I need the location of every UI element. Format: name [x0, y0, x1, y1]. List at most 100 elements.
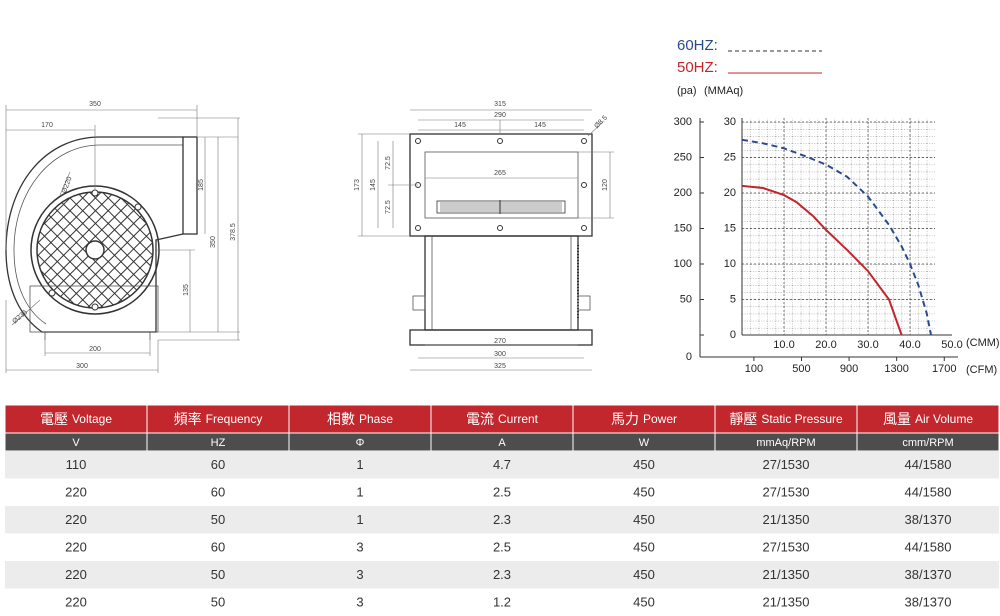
dimension-label: Ø8.5 [593, 114, 609, 130]
unit-text: HZ [211, 437, 226, 449]
x2-tick-label: 100 [745, 363, 763, 375]
y2-tick-label: 150 [674, 222, 692, 234]
cell-text: 60 [211, 485, 225, 500]
y-axis-label: (MMAq) [704, 85, 743, 97]
dimension-label: 145 [454, 122, 466, 129]
cell-text: 21/1350 [763, 512, 810, 527]
unit-text: W [639, 437, 650, 449]
cell-text: 1 [356, 512, 363, 527]
cell-text: 450 [633, 512, 655, 527]
x2-tick-label: 900 [840, 363, 858, 375]
unit-text: A [498, 437, 506, 449]
front-view-drawing: 315 290 145 145 Ø8.5 265 173 145 72.5 72… [354, 101, 614, 371]
dimension-label: 350 [89, 101, 101, 108]
header-cell [572, 404, 716, 434]
header-text: 靜壓 Static Pressure [729, 411, 843, 427]
cell-text: 2.3 [493, 567, 511, 582]
cell-text: 50 [211, 567, 225, 582]
header-en: Phase [359, 412, 393, 426]
cell-text: 2.5 [493, 540, 511, 555]
header-en: Frequency [206, 412, 263, 426]
dimension-label: 300 [494, 351, 506, 358]
cell-text: 21/1350 [763, 567, 810, 582]
cell-text: 1 [356, 457, 363, 472]
unit-text: mmAq/RPM [756, 437, 815, 449]
x-tick-label: 10.0 [773, 339, 794, 351]
y-tick-label: 5 [730, 293, 736, 305]
cell-text: 38/1370 [905, 595, 952, 610]
header-cell [856, 404, 1000, 434]
cell-text: 220 [65, 512, 87, 527]
x2-tick-label: 500 [792, 363, 810, 375]
header-cell [430, 404, 574, 434]
cell-text: 450 [633, 540, 655, 555]
dimension-label: Ø220 [61, 176, 73, 195]
series-line [741, 138, 932, 336]
cell-text: 1 [356, 485, 363, 500]
cell-text: 38/1370 [905, 512, 952, 527]
cell-text: 450 [633, 457, 655, 472]
row-background [5, 561, 999, 589]
x-tick-label: 30.0 [857, 339, 878, 351]
unit-text: cmm/RPM [902, 437, 953, 449]
cell-text: 50 [211, 512, 225, 527]
cell-text: 44/1580 [905, 540, 952, 555]
spec-table: 電壓 Voltage 頻率 Frequency 相數 Phase 電流 Current 馬力 Po… [4, 404, 1000, 616]
dimension-label: 350 [210, 236, 217, 248]
header-text: 相數 Phase [327, 411, 393, 427]
y-tick-label: 20 [724, 187, 736, 199]
header-cell [714, 404, 858, 434]
cell-text: 4.7 [493, 457, 511, 472]
cell-text: 38/1370 [905, 567, 952, 582]
cell-text: 450 [633, 595, 655, 610]
cell-text: 50 [211, 595, 225, 610]
x-tick-label: 40.0 [899, 339, 920, 351]
cell-text: 2.3 [493, 512, 511, 527]
cell-text: 1.2 [493, 595, 511, 610]
y-tick-label: 0 [730, 329, 736, 341]
series-line [741, 184, 903, 336]
cell-text: 21/1350 [763, 595, 810, 610]
header-zh: 風量 [883, 411, 911, 427]
cell-text: 220 [65, 540, 87, 555]
cell-text: 27/1530 [763, 485, 810, 500]
row-background [5, 533, 999, 561]
cell-text: 110 [66, 457, 87, 472]
header-text: 頻率 Frequency [174, 411, 263, 427]
header-en: Voltage [72, 412, 112, 426]
header-en: Static Pressure [761, 412, 843, 426]
x2-axis-label: (CFM) [966, 364, 997, 376]
cell-text: 60 [211, 457, 225, 472]
cell-text: 44/1580 [905, 457, 952, 472]
dimension-label: 145 [370, 179, 377, 191]
header-zh: 頻率 [174, 411, 202, 427]
unit-text: V [72, 437, 80, 449]
cell-text: 450 [633, 567, 655, 582]
header-text: 電流 Current [466, 411, 539, 427]
cell-text: 44/1580 [905, 485, 952, 500]
dimension-label: 173 [354, 179, 361, 191]
cell-text: 450 [633, 485, 655, 500]
y2-tick-label: 200 [674, 187, 692, 199]
dimension-label: 270 [494, 338, 506, 345]
y2-axis-label: (pa) [677, 85, 697, 97]
dimension-label: 200 [89, 346, 101, 353]
legend-label: 60HZ: [677, 37, 718, 54]
y-tick-label: 30 [724, 116, 736, 128]
x2-tick-label: 1700 [932, 363, 956, 375]
x-tick-label: 20.0 [815, 339, 836, 351]
header-en: Current [498, 412, 539, 426]
unit-text: Φ [356, 437, 365, 449]
y2-tick-label: 0 [686, 351, 692, 363]
x2-tick-label: 1300 [884, 363, 908, 375]
cell-text: 3 [356, 567, 363, 582]
cell-text: 220 [65, 485, 87, 500]
dimension-label: 72.5 [385, 156, 392, 170]
legend-label: 50HZ: [677, 59, 718, 76]
header-zh: 相數 [327, 411, 355, 427]
dimension-label: 265 [494, 170, 506, 177]
grid-background [742, 118, 935, 335]
y2-tick-label: 300 [674, 116, 692, 128]
